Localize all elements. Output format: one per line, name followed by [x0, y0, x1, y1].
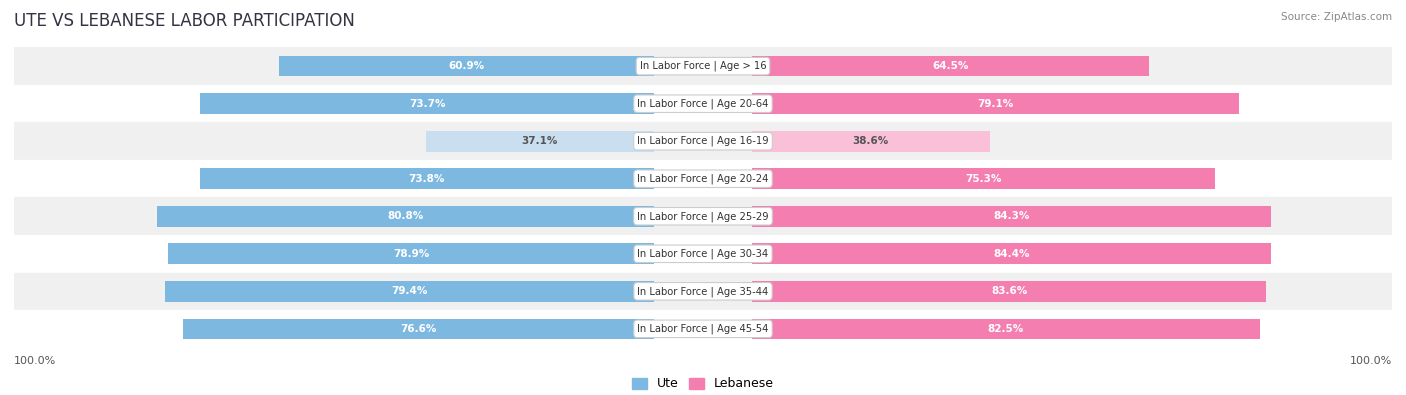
Bar: [14, 85, 1392, 122]
Legend: Ute, Lebanese: Ute, Lebanese: [627, 372, 779, 395]
Bar: [752, 131, 990, 152]
Text: 100.0%: 100.0%: [14, 356, 56, 366]
Text: 64.5%: 64.5%: [932, 61, 969, 71]
Bar: [752, 243, 1271, 264]
Text: 60.9%: 60.9%: [449, 61, 485, 71]
Bar: [14, 235, 1392, 273]
Text: 80.8%: 80.8%: [387, 211, 423, 221]
Bar: [14, 310, 1392, 348]
Text: In Labor Force | Age > 16: In Labor Force | Age > 16: [640, 61, 766, 71]
Bar: [201, 93, 654, 114]
Bar: [183, 318, 654, 339]
Text: 75.3%: 75.3%: [966, 174, 1002, 184]
Text: 78.9%: 78.9%: [394, 249, 429, 259]
Bar: [14, 273, 1392, 310]
Text: 84.4%: 84.4%: [994, 249, 1031, 259]
Text: 100.0%: 100.0%: [1350, 356, 1392, 366]
Text: 76.6%: 76.6%: [401, 324, 436, 334]
Bar: [752, 93, 1239, 114]
Text: In Labor Force | Age 20-64: In Labor Force | Age 20-64: [637, 98, 769, 109]
Bar: [752, 318, 1260, 339]
Bar: [280, 56, 654, 77]
Bar: [752, 56, 1149, 77]
Text: 83.6%: 83.6%: [991, 286, 1028, 296]
Bar: [156, 206, 654, 227]
Text: In Labor Force | Age 30-34: In Labor Force | Age 30-34: [637, 248, 769, 259]
Bar: [200, 168, 654, 189]
Bar: [752, 206, 1271, 227]
Bar: [14, 198, 1392, 235]
Text: Source: ZipAtlas.com: Source: ZipAtlas.com: [1281, 12, 1392, 22]
Bar: [14, 160, 1392, 198]
Text: In Labor Force | Age 45-54: In Labor Force | Age 45-54: [637, 324, 769, 334]
Text: 82.5%: 82.5%: [988, 324, 1024, 334]
Text: 79.1%: 79.1%: [977, 99, 1014, 109]
Text: UTE VS LEBANESE LABOR PARTICIPATION: UTE VS LEBANESE LABOR PARTICIPATION: [14, 12, 354, 30]
Text: In Labor Force | Age 16-19: In Labor Force | Age 16-19: [637, 136, 769, 147]
Bar: [14, 47, 1392, 85]
Bar: [166, 281, 654, 302]
Text: 37.1%: 37.1%: [522, 136, 558, 146]
Text: 73.8%: 73.8%: [409, 174, 444, 184]
Bar: [752, 168, 1215, 189]
Text: 84.3%: 84.3%: [993, 211, 1029, 221]
Text: 38.6%: 38.6%: [853, 136, 889, 146]
Bar: [752, 281, 1267, 302]
Bar: [14, 122, 1392, 160]
Bar: [426, 131, 654, 152]
Text: In Labor Force | Age 25-29: In Labor Force | Age 25-29: [637, 211, 769, 222]
Text: In Labor Force | Age 20-24: In Labor Force | Age 20-24: [637, 173, 769, 184]
Bar: [169, 243, 654, 264]
Text: 79.4%: 79.4%: [391, 286, 427, 296]
Text: 73.7%: 73.7%: [409, 99, 446, 109]
Text: In Labor Force | Age 35-44: In Labor Force | Age 35-44: [637, 286, 769, 297]
